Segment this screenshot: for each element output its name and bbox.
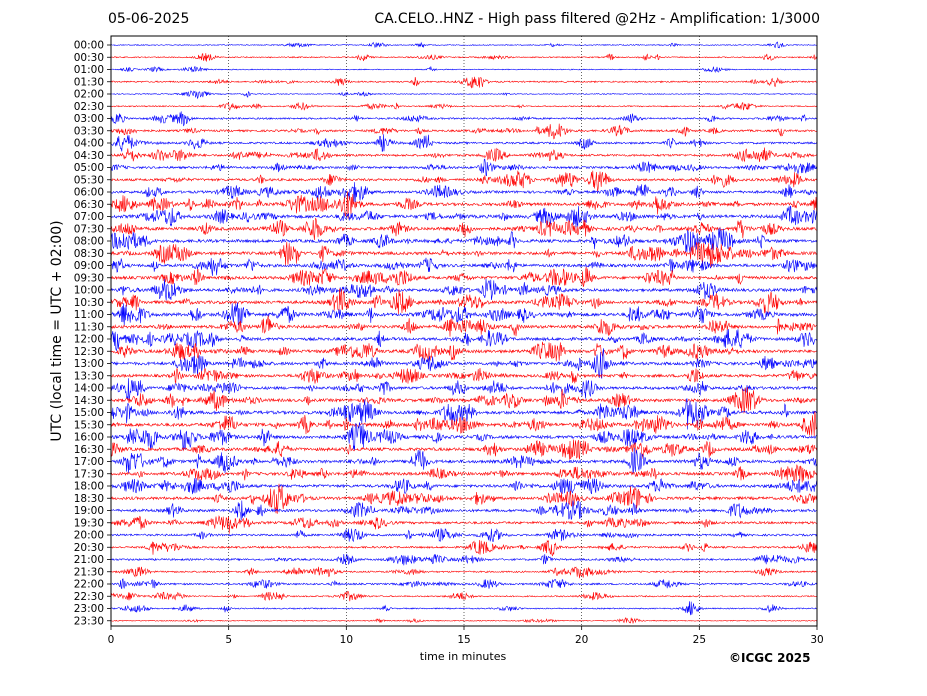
trace-1900 xyxy=(110,500,817,521)
x-axis-label: time in minutes xyxy=(419,650,507,663)
x-tick-label: 15 xyxy=(457,634,470,646)
trace-1000 xyxy=(110,278,817,301)
x-ticks: 0 5 10 15 20 25 30 xyxy=(108,626,824,646)
trace-1730 xyxy=(110,464,817,483)
trace-2230 xyxy=(110,591,817,602)
y-tick-label: 10:00 xyxy=(74,285,104,297)
y-tick-label: 15:00 xyxy=(74,407,104,419)
y-tick-label: 07:00 xyxy=(74,211,104,223)
y-tick-label: 02:00 xyxy=(74,89,104,101)
x-tick-label: 5 xyxy=(225,634,232,646)
y-tick-label: 16:00 xyxy=(74,432,104,444)
y-tick-label: 04:00 xyxy=(74,138,104,150)
trace-1800 xyxy=(110,478,817,495)
trace-0130 xyxy=(110,76,817,89)
y-tick-label: 13:30 xyxy=(74,370,104,382)
y-tick-label: 06:30 xyxy=(74,199,104,211)
grid-lines xyxy=(228,36,700,626)
y-tick-label: 13:00 xyxy=(74,358,104,370)
y-tick-label: 20:30 xyxy=(74,542,104,554)
trace-2030 xyxy=(110,539,817,557)
y-tick-label: 22:30 xyxy=(74,591,104,603)
y-tick-label: 02:30 xyxy=(74,101,104,113)
y-tick-label: 17:00 xyxy=(74,456,104,468)
trace-0330 xyxy=(110,123,817,140)
trace-0500 xyxy=(110,158,817,177)
y-ticks: 00:0000:3001:0001:3002:0002:3003:0003:30… xyxy=(74,40,111,627)
y-tick-label: 07:30 xyxy=(74,223,104,235)
y-tick-label: 14:00 xyxy=(74,383,104,395)
trace-1600 xyxy=(110,422,817,451)
y-tick-label: 08:30 xyxy=(74,248,104,260)
y-tick-label: 08:00 xyxy=(74,236,104,248)
y-tick-label: 18:00 xyxy=(74,481,104,493)
y-tick-label: 20:00 xyxy=(74,530,104,542)
y-tick-label: 23:00 xyxy=(74,603,104,615)
y-tick-label: 22:00 xyxy=(74,579,104,591)
y-tick-label: 00:00 xyxy=(74,40,104,52)
y-tick-label: 19:30 xyxy=(74,517,104,529)
trace-0430 xyxy=(110,147,817,163)
y-tick-label: 01:30 xyxy=(74,76,104,88)
y-tick-label: 23:30 xyxy=(74,615,104,627)
y-tick-label: 09:00 xyxy=(74,260,104,272)
chart-date: 05-06-2025 xyxy=(108,11,190,27)
y-tick-label: 15:30 xyxy=(74,419,104,431)
y-tick-label: 11:30 xyxy=(74,321,104,333)
trace-2200 xyxy=(110,578,817,590)
trace-0830 xyxy=(110,241,817,268)
y-tick-label: 19:00 xyxy=(74,505,104,517)
x-tick-label: 20 xyxy=(575,634,588,646)
y-tick-label: 03:00 xyxy=(74,113,104,125)
trace-1400 xyxy=(110,378,817,401)
y-tick-label: 04:30 xyxy=(74,150,104,162)
trace-1130 xyxy=(110,315,817,337)
trace-0400 xyxy=(110,134,817,152)
y-tick-label: 18:30 xyxy=(74,493,104,505)
trace-0930 xyxy=(110,266,817,287)
y-tick-label: 21:30 xyxy=(74,566,104,578)
y-tick-label: 12:30 xyxy=(74,346,104,358)
y-tick-label: 00:30 xyxy=(74,52,104,64)
y-tick-label: 09:30 xyxy=(74,272,104,284)
trace-0730 xyxy=(110,217,817,241)
y-tick-label: 16:30 xyxy=(74,444,104,456)
trace-0200 xyxy=(110,90,817,100)
trace-1200 xyxy=(110,328,817,352)
y-tick-label: 12:00 xyxy=(74,334,104,346)
trace-0630 xyxy=(110,191,817,219)
y-tick-label: 03:30 xyxy=(74,125,104,137)
x-tick-label: 10 xyxy=(340,634,353,646)
y-tick-label: 17:30 xyxy=(74,468,104,480)
trace-2130 xyxy=(110,566,817,579)
y-tick-label: 14:30 xyxy=(74,395,104,407)
y-tick-label: 01:00 xyxy=(74,64,104,76)
chart-title: CA.CELO..HNZ - High pass filtered @2Hz -… xyxy=(374,11,820,27)
y-tick-label: 05:00 xyxy=(74,162,104,174)
y-tick-label: 11:00 xyxy=(74,309,104,321)
x-tick-label: 0 xyxy=(108,634,115,646)
trace-0700 xyxy=(110,205,817,228)
trace-0230 xyxy=(110,101,817,111)
copyright-text: ©ICGC 2025 xyxy=(729,651,811,665)
trace-1430 xyxy=(110,387,817,414)
y-tick-label: 21:00 xyxy=(74,554,104,566)
y-tick-label: 05:30 xyxy=(74,174,104,186)
y-tick-label: 10:30 xyxy=(74,297,104,309)
trace-1230 xyxy=(110,341,817,362)
x-tick-label: 25 xyxy=(693,634,706,646)
x-tick-label: 30 xyxy=(810,634,823,646)
trace-2100 xyxy=(110,553,817,566)
y-tick-label: 06:00 xyxy=(74,187,104,199)
trace-1700 xyxy=(110,447,817,475)
